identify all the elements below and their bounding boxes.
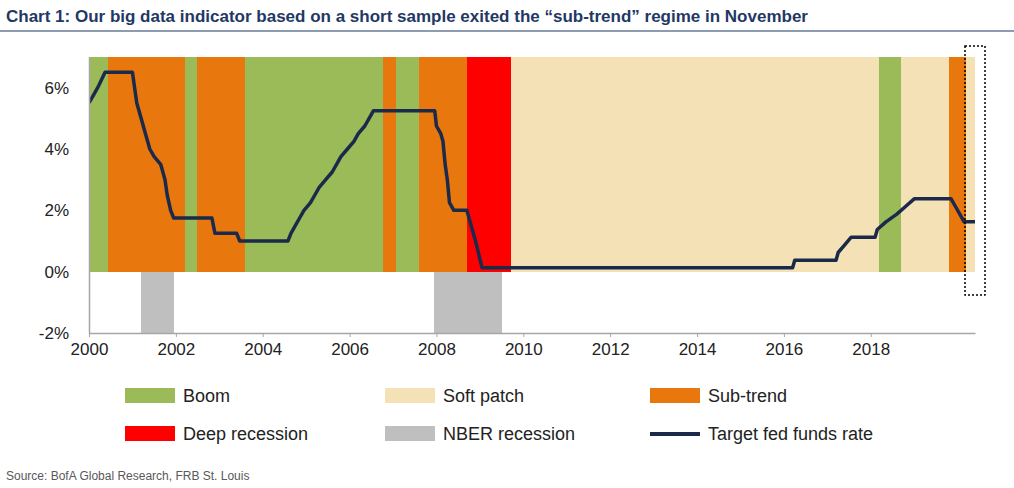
x-tick: 2012	[592, 333, 630, 359]
regime-band	[966, 57, 975, 272]
legend: Boom Soft patch Sub-trend Deep recession NBE…	[125, 386, 873, 444]
x-tick-label: 2000	[71, 340, 109, 359]
x-tick-label: 2014	[679, 340, 717, 359]
x-tick: 2006	[331, 333, 369, 359]
x-tick-mark	[697, 333, 698, 337]
regime-band	[396, 57, 419, 272]
x-tick-label: 2002	[157, 340, 195, 359]
x-tick-label: 2016	[765, 340, 803, 359]
y-tick: 6%	[44, 79, 89, 98]
regime-band	[511, 57, 878, 272]
x-tick-mark	[350, 333, 351, 337]
x-axis-line	[90, 333, 976, 335]
y-tick: 2%	[44, 201, 89, 220]
legend-label: Boom	[183, 386, 230, 406]
x-tick-label: 2010	[505, 340, 543, 359]
x-tick-label: 2018	[852, 340, 890, 359]
x-tick: 2000	[71, 333, 109, 359]
y-axis-line	[89, 58, 91, 334]
legend-swatch	[125, 426, 175, 441]
x-tick-mark	[784, 333, 785, 337]
legend-label: Deep recession	[183, 424, 308, 444]
x-tick-label: 2004	[244, 340, 282, 359]
legend-label: NBER recession	[443, 424, 575, 444]
legend-item: Boom	[125, 386, 230, 406]
legend-label: Target fed funds rate	[708, 424, 873, 444]
y-tick-label: 0%	[44, 263, 69, 282]
y-tick: 4%	[44, 140, 89, 159]
x-tick: 2018	[852, 333, 890, 359]
chart-title: Chart 1: Our big data indicator based on…	[6, 7, 808, 26]
x-tick-mark	[610, 333, 611, 337]
chart: Chart 1: Our big data indicator based on…	[0, 0, 1014, 488]
regime-band	[108, 57, 184, 272]
legend-item: Deep recession	[125, 424, 308, 444]
regime-band	[901, 57, 949, 272]
source-note: Source: BofA Global Research, FRB St. Lo…	[6, 469, 249, 483]
legend-swatch	[125, 388, 175, 403]
legend-item: Soft patch	[385, 386, 524, 406]
x-tick-label: 2012	[592, 340, 630, 359]
x-axis: 2000 2002 2004 2006 2008 2010 2012 2014 2016 2018	[71, 333, 976, 359]
x-tick-mark	[263, 333, 264, 337]
legend-swatch	[650, 388, 700, 403]
legend-label: Sub-trend	[708, 386, 787, 406]
y-tick: 0%	[44, 263, 89, 282]
regime-band	[141, 272, 174, 333]
regime-band	[434, 272, 501, 333]
y-tick-label: 4%	[44, 140, 69, 159]
highlight-box	[965, 46, 985, 295]
y-tick-label: 2%	[44, 201, 69, 220]
x-tick-mark	[436, 333, 437, 337]
regime-band	[949, 57, 967, 272]
regime-band	[383, 57, 397, 272]
y-tick-label: -2%	[39, 324, 69, 343]
x-tick: 2010	[505, 333, 543, 359]
y-tick-label: 6%	[44, 79, 69, 98]
legend-swatch	[385, 388, 435, 403]
regime-band	[185, 57, 197, 272]
legend-swatch	[650, 432, 700, 436]
legend-item: NBER recession	[385, 424, 575, 444]
x-tick-mark	[523, 333, 524, 337]
title-rule	[0, 30, 1014, 31]
x-tick-label: 2008	[418, 340, 456, 359]
regime-band	[879, 57, 901, 272]
plot-area	[89, 57, 975, 333]
x-tick: 2004	[244, 333, 282, 359]
y-axis: -2% 0% 2% 4% 6%	[39, 58, 90, 343]
x-tick: 2014	[679, 333, 717, 359]
x-tick-mark	[176, 333, 177, 337]
legend-swatch	[385, 426, 435, 441]
x-tick-mark	[871, 333, 872, 337]
legend-item: Sub-trend	[650, 386, 787, 406]
x-tick-label: 2006	[331, 340, 369, 359]
legend-label: Soft patch	[443, 386, 524, 406]
x-tick: 2016	[765, 333, 803, 359]
x-tick-mark	[89, 333, 90, 337]
x-tick: 2008	[418, 333, 456, 359]
series-line	[89, 72, 975, 268]
legend-item: Target fed funds rate	[650, 424, 873, 444]
x-tick: 2002	[157, 333, 195, 359]
regime-band	[419, 57, 467, 272]
